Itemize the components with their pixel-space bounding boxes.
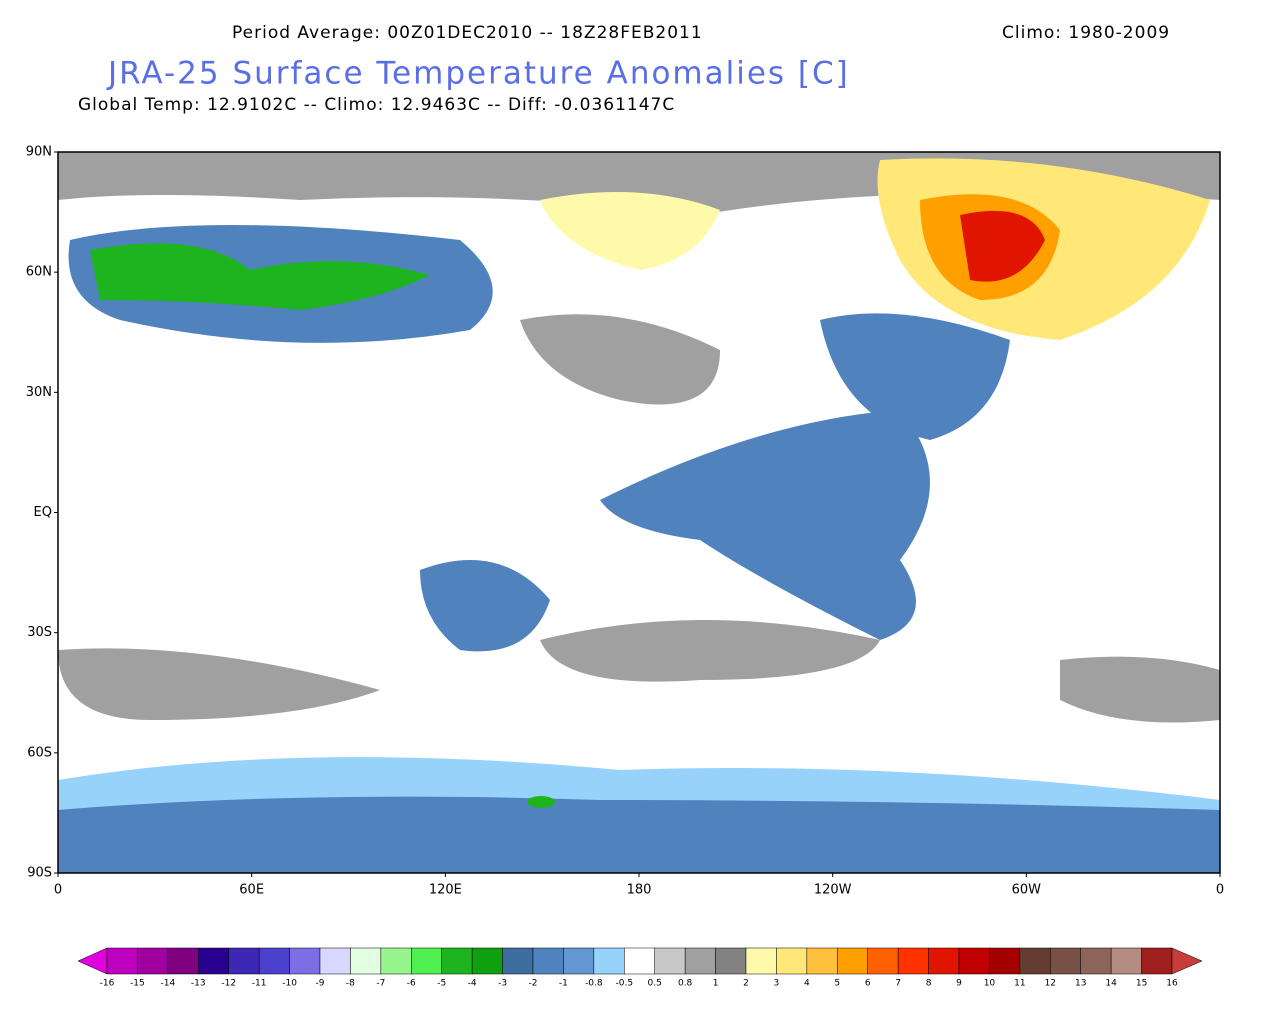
colorbar-label: -13 bbox=[191, 979, 206, 989]
map-field bbox=[57, 151, 1221, 874]
colorbar-label: -6 bbox=[407, 979, 416, 989]
colorbar-label: 3 bbox=[774, 979, 780, 989]
colorbar-label: 16 bbox=[1166, 979, 1178, 989]
colorbar-swatch bbox=[624, 947, 655, 975]
colorbar-label: 0.8 bbox=[678, 979, 693, 989]
colorbar-label: 10 bbox=[984, 979, 996, 989]
colorbar-label: 7 bbox=[895, 979, 901, 989]
title: JRA-25 Surface Temperature Anomalies [C] bbox=[106, 56, 850, 92]
colorbar-swatch bbox=[776, 947, 808, 975]
lat-label: 30N bbox=[26, 385, 52, 400]
colorbar-swatch bbox=[1050, 947, 1081, 975]
colorbar-label: 4 bbox=[804, 979, 810, 989]
colorbar-swatch bbox=[137, 947, 169, 975]
colorbar-label: -5 bbox=[437, 979, 446, 989]
lon-label: 120E bbox=[429, 883, 462, 898]
colorbar-swatch bbox=[167, 947, 199, 975]
colorbar-label: -7 bbox=[376, 979, 385, 989]
colorbar-swatch bbox=[411, 947, 442, 975]
colorbar-swatch bbox=[532, 947, 564, 975]
colorbar-label: 15 bbox=[1136, 979, 1147, 989]
colorbar-label: -12 bbox=[221, 979, 236, 989]
colorbar-label: -1 bbox=[559, 979, 568, 989]
colorbar-label: -16 bbox=[100, 979, 115, 989]
colorbar-label: 14 bbox=[1105, 979, 1117, 989]
colorbar-label: -10 bbox=[282, 979, 297, 989]
colorbar-label: 1 bbox=[713, 979, 719, 989]
colorbar-swatch bbox=[1080, 947, 1112, 975]
colorbar-swatch bbox=[1019, 947, 1051, 975]
colorbar-label: -4 bbox=[468, 979, 477, 989]
colorbar-swatch bbox=[563, 947, 595, 975]
colorbar-arrow bbox=[1171, 947, 1203, 975]
lat-label: EQ bbox=[34, 505, 52, 520]
colorbar: -16 -15 -14 -13 -12 -11 -10 -9 -8 -7 -6 -5 -4 -3 -2 -1 -… bbox=[77, 947, 1203, 989]
colorbar-label: -3 bbox=[498, 979, 507, 989]
colorbar-swatch bbox=[1141, 947, 1173, 975]
lon-label: 180 bbox=[627, 883, 652, 898]
lon-label: 60W bbox=[1012, 883, 1042, 898]
colorbar-swatch bbox=[228, 947, 260, 975]
colorbar-label: -0.5 bbox=[616, 979, 634, 989]
colorbar-swatch bbox=[745, 947, 777, 975]
colorbar-swatch bbox=[289, 947, 321, 975]
colorbar-swatch bbox=[928, 947, 960, 975]
colorbar-swatch bbox=[471, 947, 503, 975]
colorbar-swatch bbox=[258, 947, 290, 975]
stats: Global Temp: 12.9102C -- Climo: 12.9463C… bbox=[78, 95, 675, 115]
colorbar-swatch bbox=[319, 947, 351, 975]
colorbar-swatch bbox=[867, 947, 899, 975]
colorbar-swatch bbox=[502, 947, 534, 975]
period: Period Average: 00Z01DEC2010 -- 18Z28FEB… bbox=[232, 23, 703, 43]
colorbar-label: -11 bbox=[252, 979, 267, 989]
lon-label: 0 bbox=[1216, 883, 1224, 898]
colorbar-label: 9 bbox=[956, 979, 962, 989]
colorbar-label: 8 bbox=[926, 979, 932, 989]
lon-label: 60E bbox=[239, 883, 264, 898]
colorbar-label: -2 bbox=[529, 979, 538, 989]
colorbar-label: 13 bbox=[1075, 979, 1086, 989]
lat-label: 30S bbox=[27, 625, 52, 640]
colorbar-label: -0.8 bbox=[585, 979, 603, 989]
colorbar-swatch bbox=[350, 947, 382, 975]
colorbar-label: 11 bbox=[1014, 979, 1025, 989]
colorbar-label: -9 bbox=[316, 979, 325, 989]
colorbar-swatch bbox=[198, 947, 229, 975]
lon-label: 0 bbox=[54, 883, 62, 898]
colorbar-label: 12 bbox=[1045, 979, 1056, 989]
colorbar-swatch bbox=[715, 947, 747, 975]
colorbar-label: -8 bbox=[346, 979, 355, 989]
colorbar-swatch bbox=[380, 947, 412, 975]
colorbar-label: 2 bbox=[743, 979, 749, 989]
lat-label: 60N bbox=[26, 265, 52, 280]
colorbar-swatch bbox=[684, 947, 716, 975]
colorbar-label: -15 bbox=[130, 979, 145, 989]
colorbar-swatch bbox=[989, 947, 1021, 975]
colorbar-label: 0.5 bbox=[648, 979, 662, 989]
lat-label: 60S bbox=[27, 745, 52, 760]
colorbar-swatch bbox=[1110, 947, 1142, 975]
climo: Climo: 1980-2009 bbox=[1002, 23, 1170, 43]
colorbar-label: 6 bbox=[865, 979, 871, 989]
colorbar-swatch bbox=[806, 947, 838, 975]
colorbar-swatch bbox=[654, 947, 686, 975]
lat-label: 90S bbox=[27, 866, 52, 881]
colorbar-swatch bbox=[593, 947, 625, 975]
colorbar-swatch bbox=[897, 947, 929, 975]
lon-label: 120W bbox=[814, 883, 852, 898]
colorbar-swatch bbox=[441, 947, 473, 975]
colorbar-arrow bbox=[77, 947, 108, 975]
colorbar-label: -14 bbox=[161, 979, 176, 989]
colorbar-swatch bbox=[958, 947, 990, 975]
lat-label: 90N bbox=[26, 145, 52, 160]
colorbar-swatch bbox=[837, 947, 868, 975]
colorbar-swatch bbox=[106, 947, 138, 975]
colorbar-label: 5 bbox=[834, 979, 840, 989]
